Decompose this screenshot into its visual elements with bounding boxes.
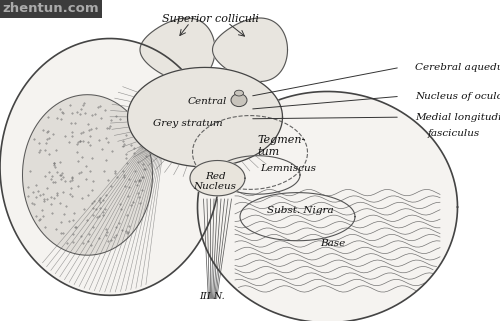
Text: Lemniscus: Lemniscus xyxy=(260,164,316,173)
Polygon shape xyxy=(128,67,282,167)
Text: zhentun.com: zhentun.com xyxy=(2,2,99,14)
Text: Grey stratum: Grey stratum xyxy=(152,119,222,128)
Text: Superior colliculi: Superior colliculi xyxy=(162,14,258,24)
Polygon shape xyxy=(212,18,288,82)
Ellipse shape xyxy=(234,90,244,96)
Text: Base: Base xyxy=(320,239,345,248)
Polygon shape xyxy=(0,39,220,295)
Text: Tegmen-
tum: Tegmen- tum xyxy=(258,135,306,157)
Ellipse shape xyxy=(231,94,247,107)
Polygon shape xyxy=(198,91,458,321)
Polygon shape xyxy=(190,160,245,196)
Text: Red
Nucleus: Red Nucleus xyxy=(194,172,236,191)
Text: Nucleus of oculomotor nerve: Nucleus of oculomotor nerve xyxy=(415,92,500,101)
Text: III N.: III N. xyxy=(200,292,226,301)
Text: fasciculus: fasciculus xyxy=(428,129,480,138)
Text: Cerebral aqueduct: Cerebral aqueduct xyxy=(415,63,500,72)
Text: Central: Central xyxy=(188,97,227,106)
Polygon shape xyxy=(22,95,152,255)
Polygon shape xyxy=(140,18,215,82)
Text: Medial longitudinal: Medial longitudinal xyxy=(415,113,500,122)
Text: Subst. Nigra: Subst. Nigra xyxy=(266,206,334,215)
